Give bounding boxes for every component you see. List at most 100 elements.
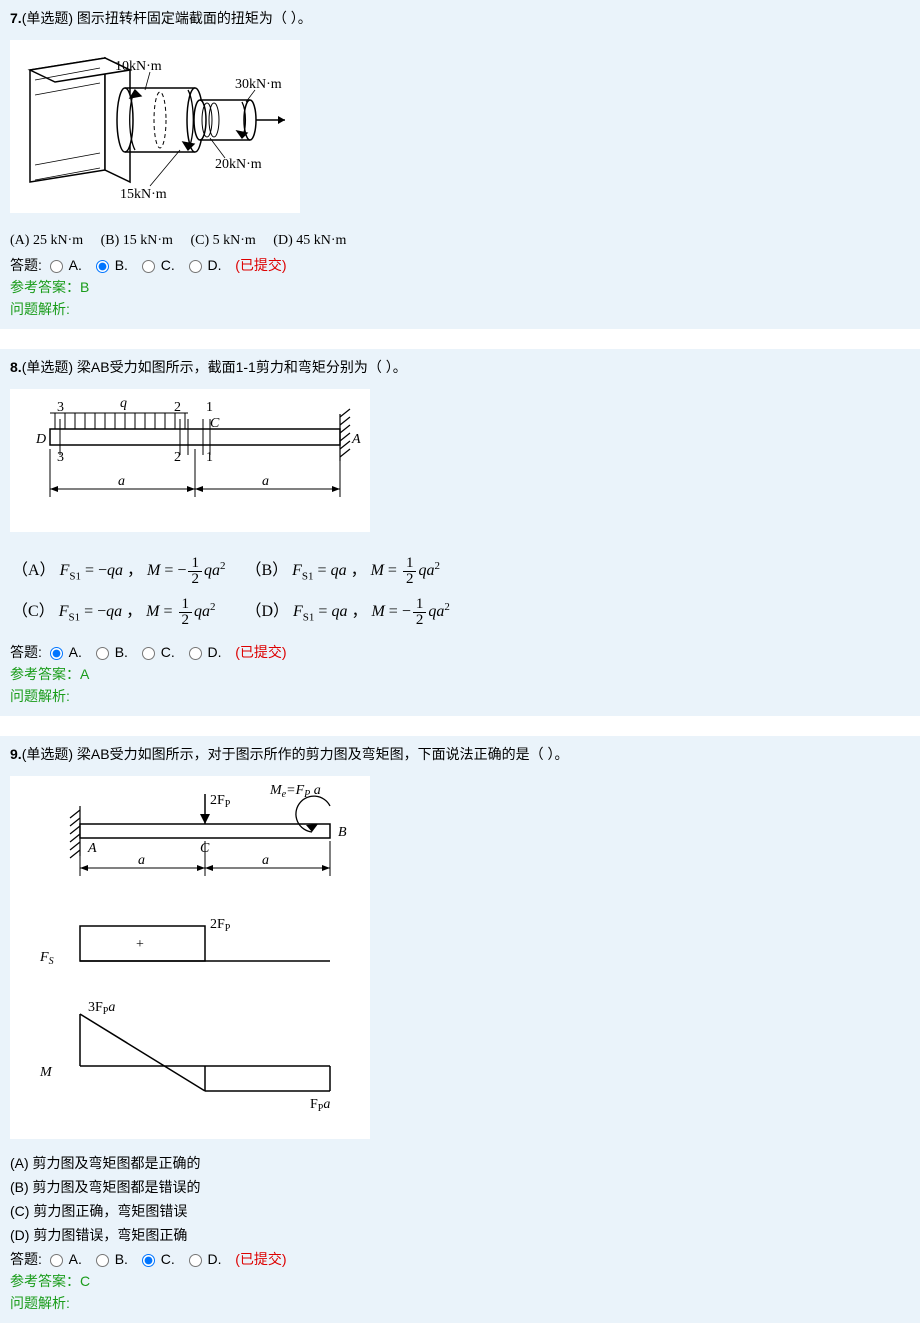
q7-label-10: 10kN·m (115, 59, 162, 74)
q7-radio-C-label[interactable]: C. (138, 257, 175, 273)
q8-radio-A-label[interactable]: A. (46, 644, 82, 660)
svg-text:FS: FS (39, 950, 54, 967)
q8-explain: 问题解析: (10, 686, 910, 706)
q8-radio-C[interactable] (142, 647, 155, 660)
q7-label-15: 15kN·m (120, 187, 167, 202)
svg-text:3FPa: 3FPa (88, 1000, 115, 1017)
svg-text:1: 1 (206, 450, 213, 465)
q8-radio-D[interactable] (189, 647, 202, 660)
q9-answer-row: 答题: A. B. C. D. (已提交) (10, 1249, 910, 1269)
q9-radio-B[interactable] (96, 1254, 109, 1267)
q8-radio-A[interactable] (50, 647, 63, 660)
q8-submitted: (已提交) (235, 644, 286, 660)
svg-text:3: 3 (57, 450, 64, 465)
q7-answer-row: 答题: A. B. C. D. (已提交) (10, 255, 910, 275)
q9-opt-B: (B) 剪力图及弯矩图都是错误的 (10, 1177, 910, 1197)
q8-radio-C-label[interactable]: C. (138, 644, 175, 660)
q8-radio-B[interactable] (96, 647, 109, 660)
svg-text:A: A (87, 841, 97, 856)
q8-radio-B-label[interactable]: B. (92, 644, 128, 660)
q8-stem: 梁AB受力如图所示，截面1-1剪力和弯矩分别为（ ）。 (77, 359, 407, 375)
q7-opt-A: (A) 25 kN·m (10, 233, 87, 248)
q9-opt-C: (C) 剪力图正确，弯矩图错误 (10, 1201, 910, 1221)
q8-figure: 3 2 1 3 2 1 q D C A a a (10, 389, 370, 532)
svg-text:q: q (120, 396, 127, 411)
q9-options: (A) 剪力图及弯矩图都是正确的 (B) 剪力图及弯矩图都是错误的 (C) 剪力… (10, 1153, 910, 1245)
svg-text:2: 2 (174, 400, 181, 415)
q8-opt-B: （B） FS1 = qa ， M = 12qa2 (245, 552, 467, 591)
svg-text:D: D (35, 432, 46, 447)
q7-ref-answer: 参考答案：B (10, 277, 910, 297)
q9-opt-D: (D) 剪力图错误，弯矩图正确 (10, 1225, 910, 1245)
q8-opt-D: （D） FS1 = qa ， M = −12qa2 (245, 593, 467, 632)
q7-radio-A[interactable] (50, 260, 63, 273)
q9-answer-label: 答题: (10, 1251, 42, 1267)
q9-type: (单选题) (22, 746, 73, 762)
q9-opt-A: (A) 剪力图及弯矩图都是正确的 (10, 1153, 910, 1173)
q7-radio-D[interactable] (189, 260, 202, 273)
q9-submitted: (已提交) (235, 1251, 286, 1267)
q7-answer-label: 答题: (10, 257, 42, 273)
q7-radio-A-label[interactable]: A. (46, 257, 82, 273)
q7-opt-D: (D) 45 kN·m (273, 233, 346, 248)
q9-ref-answer: 参考答案：C (10, 1271, 910, 1291)
q7-opt-B: (B) 15 kN·m (101, 233, 177, 248)
q9-explain: 问题解析: (10, 1293, 910, 1313)
q7-header: 7.(单选题) 图示扭转杆固定端截面的扭矩为（ ）。 (10, 8, 910, 28)
svg-text:a: a (138, 853, 145, 868)
question-9: 9.(单选题) 梁AB受力如图所示，对于图示所作的剪力图及弯矩图，下面说法正确的… (0, 736, 920, 1323)
q7-opt-C: (C) 5 kN·m (190, 233, 259, 248)
svg-text:M: M (39, 1065, 53, 1080)
svg-text:2FP: 2FP (210, 793, 231, 810)
svg-text:2: 2 (174, 450, 181, 465)
q8-opt-C: （C） FS1 = −qa ， M = 12qa2 (12, 593, 243, 632)
q8-options: （A） FS1 = −qa ， M = −12qa2 （B） FS1 = qa … (10, 550, 470, 634)
q7-number: 7. (10, 10, 22, 26)
q8-opt-A: （A） FS1 = −qa ， M = −12qa2 (12, 552, 243, 591)
q8-answer-label: 答题: (10, 644, 42, 660)
q9-radio-A[interactable] (50, 1254, 63, 1267)
q8-ref-answer: 参考答案：A (10, 664, 910, 684)
svg-text:+: + (136, 937, 144, 952)
q9-radio-D-label[interactable]: D. (185, 1251, 222, 1267)
q7-radio-B-label[interactable]: B. (92, 257, 128, 273)
q7-stem: 图示扭转杆固定端截面的扭矩为（ ）。 (77, 10, 312, 26)
q7-label-30: 30kN·m (235, 77, 282, 92)
q7-figure: 10kN·m 30kN·m 20kN·m 15kN·m (10, 40, 300, 213)
svg-text:a: a (118, 474, 125, 489)
q9-stem: 梁AB受力如图所示，对于图示所作的剪力图及弯矩图，下面说法正确的是（ ）。 (77, 746, 569, 762)
q9-radio-C[interactable] (142, 1254, 155, 1267)
q7-type: (单选题) (22, 10, 73, 26)
q9-radio-B-label[interactable]: B. (92, 1251, 128, 1267)
svg-text:3: 3 (57, 400, 64, 415)
question-8: 8.(单选题) 梁AB受力如图所示，截面1-1剪力和弯矩分别为（ ）。 (0, 349, 920, 716)
q9-figure: 2FP Me=FP a A C B a a (10, 776, 370, 1139)
svg-text:1: 1 (206, 400, 213, 415)
q9-radio-D[interactable] (189, 1254, 202, 1267)
q8-header: 8.(单选题) 梁AB受力如图所示，截面1-1剪力和弯矩分别为（ ）。 (10, 357, 910, 377)
q9-radio-C-label[interactable]: C. (138, 1251, 175, 1267)
q7-label-20: 20kN·m (215, 157, 262, 172)
svg-text:A: A (351, 432, 361, 447)
svg-text:2FP: 2FP (210, 917, 231, 934)
q7-explain: 问题解析: (10, 299, 910, 319)
q7-submitted: (已提交) (235, 257, 286, 273)
q7-options: (A) 25 kN·m (B) 15 kN·m (C) 5 kN·m (D) 4… (10, 233, 910, 249)
svg-text:a: a (262, 474, 269, 489)
svg-text:Me=FP a: Me=FP a (269, 783, 321, 800)
q7-radio-C[interactable] (142, 260, 155, 273)
q9-header: 9.(单选题) 梁AB受力如图所示，对于图示所作的剪力图及弯矩图，下面说法正确的… (10, 744, 910, 764)
q8-radio-D-label[interactable]: D. (185, 644, 222, 660)
question-7: 7.(单选题) 图示扭转杆固定端截面的扭矩为（ ）。 (0, 0, 920, 329)
svg-text:a: a (262, 853, 269, 868)
q8-number: 8. (10, 359, 22, 375)
q8-answer-row: 答题: A. B. C. D. (已提交) (10, 642, 910, 662)
svg-text:B: B (338, 825, 347, 840)
q7-radio-B[interactable] (96, 260, 109, 273)
svg-text:FPa: FPa (310, 1097, 330, 1114)
q8-type: (单选题) (22, 359, 73, 375)
q9-number: 9. (10, 746, 22, 762)
q9-radio-A-label[interactable]: A. (46, 1251, 82, 1267)
q7-radio-D-label[interactable]: D. (185, 257, 222, 273)
svg-text:C: C (210, 416, 220, 431)
